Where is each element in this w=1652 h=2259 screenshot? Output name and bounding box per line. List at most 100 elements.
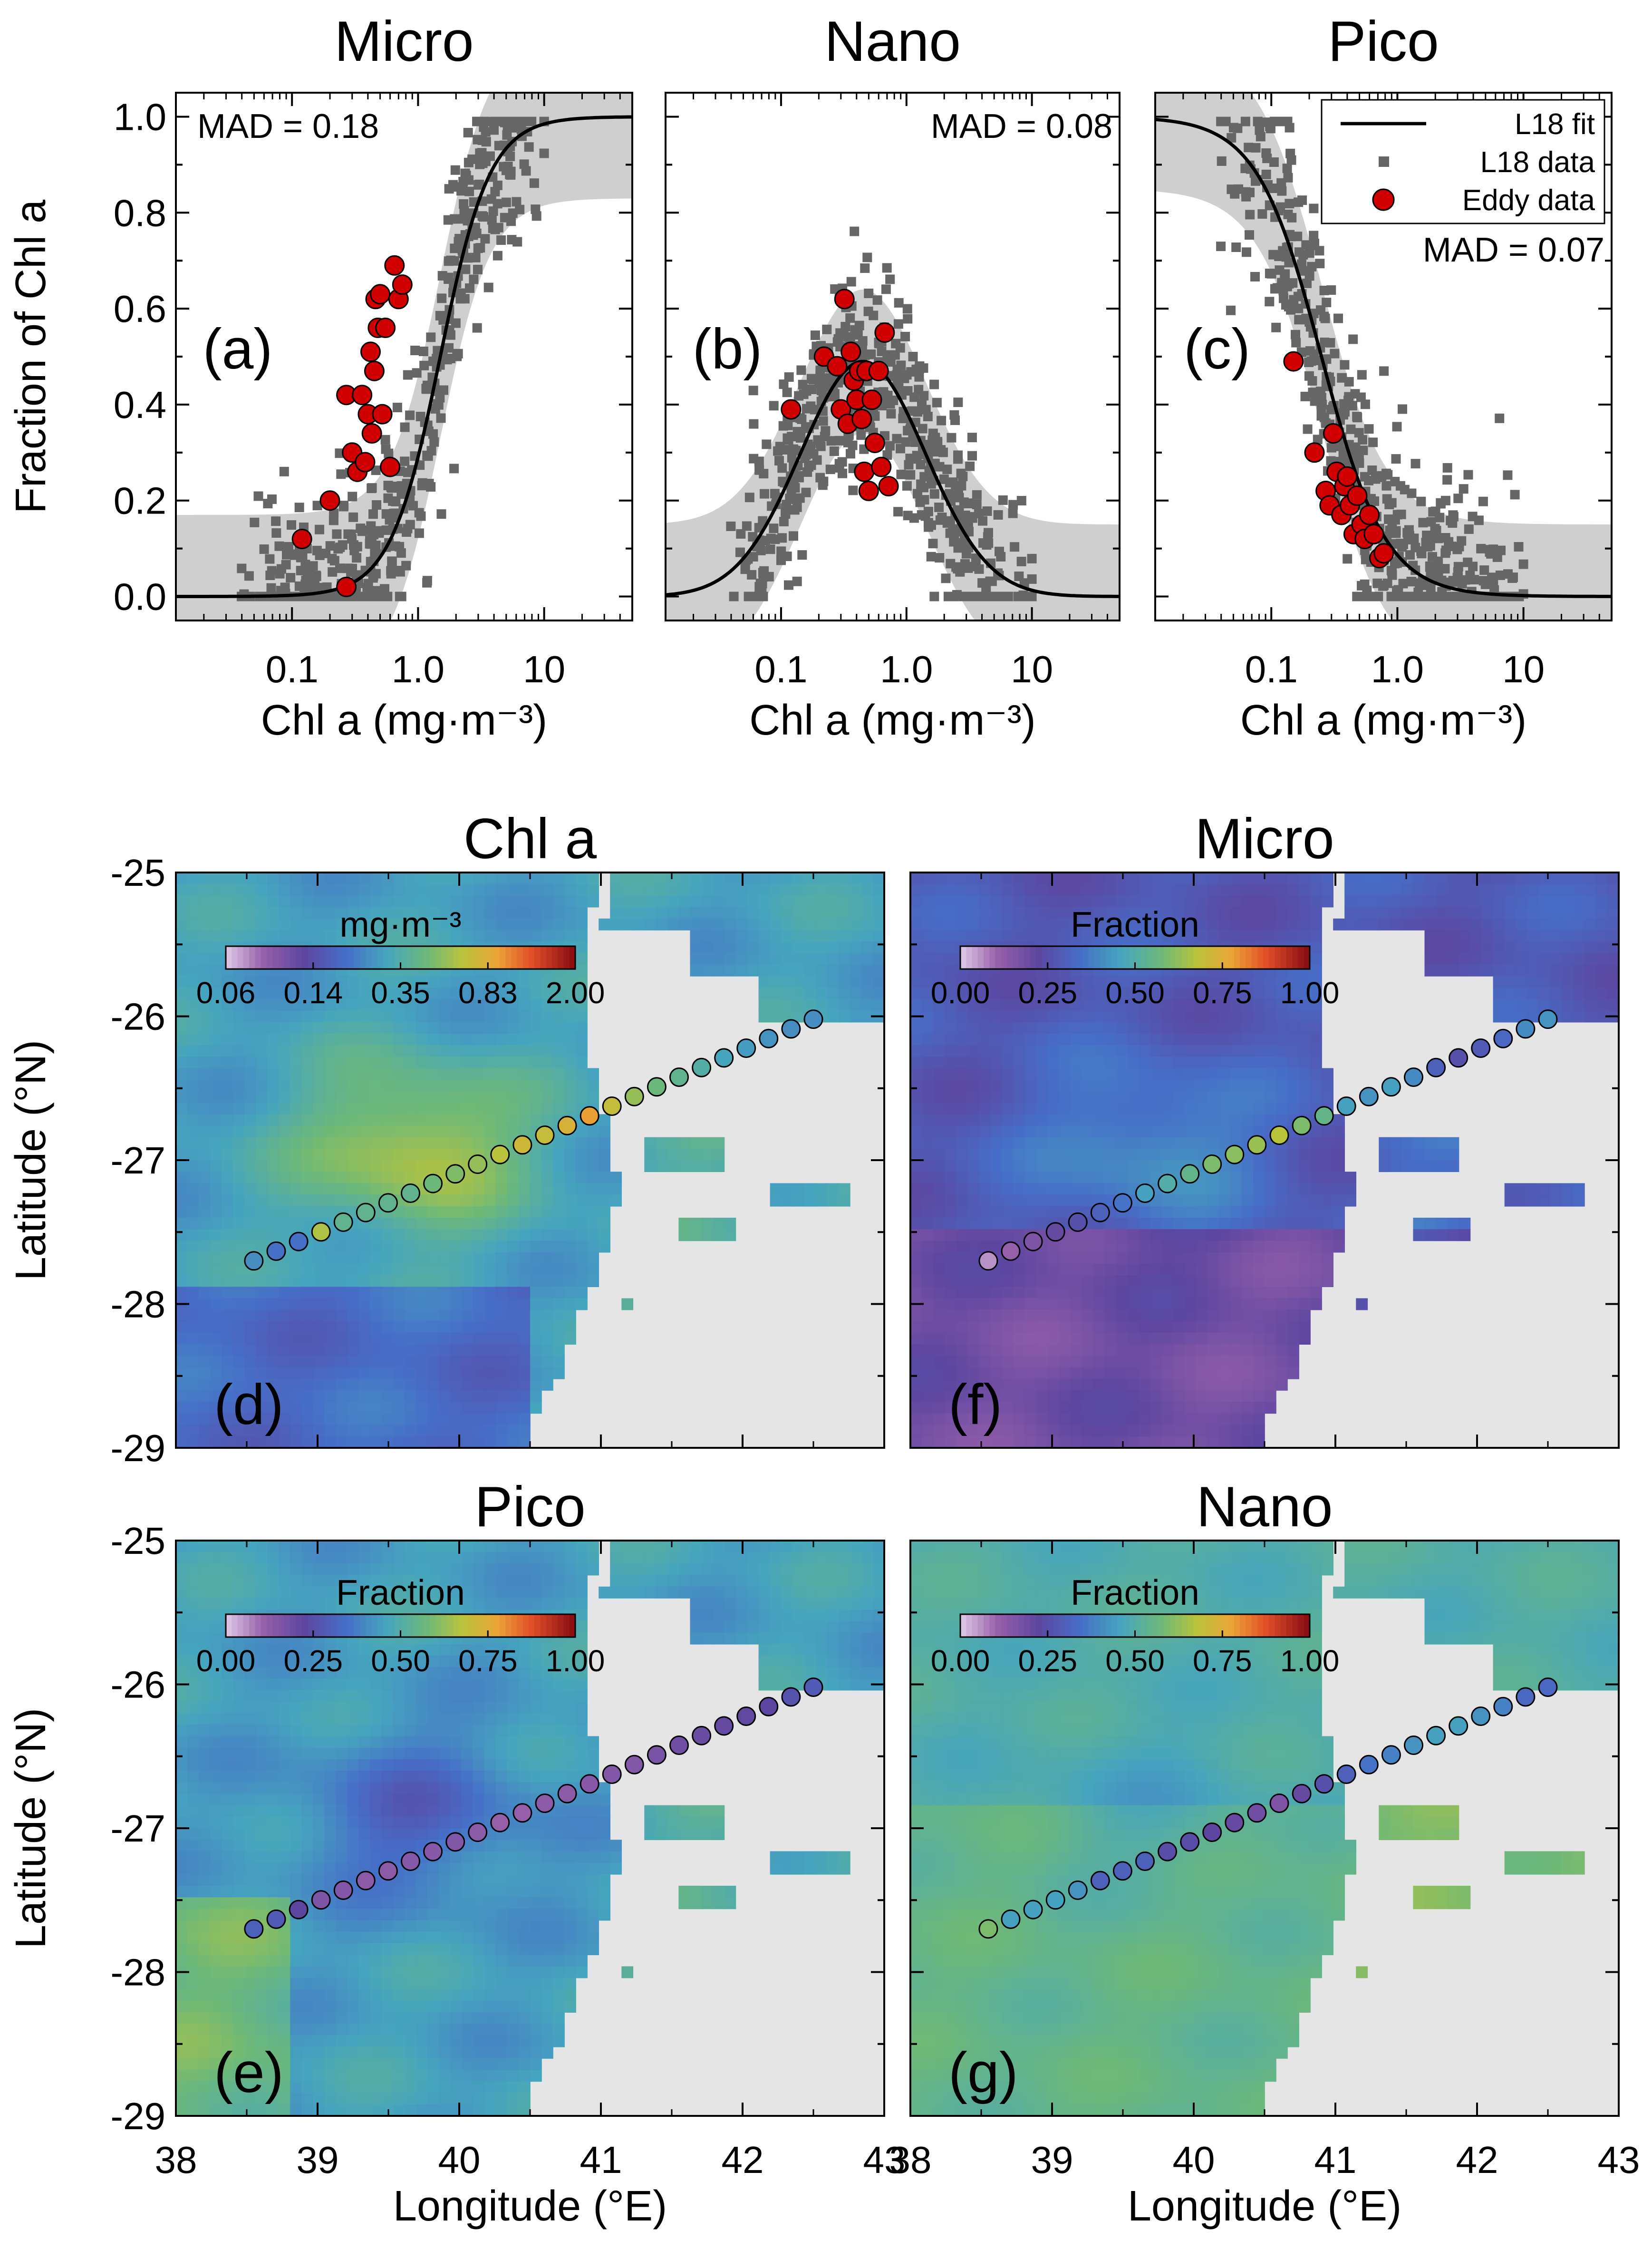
field-cell bbox=[427, 1413, 439, 1425]
field-cell bbox=[945, 895, 956, 908]
y-tick-label: 0.8 bbox=[114, 192, 166, 234]
field-cell bbox=[804, 953, 816, 965]
transect-station bbox=[333, 1212, 353, 1232]
field-cell bbox=[187, 930, 199, 942]
field-cell bbox=[701, 1148, 714, 1161]
field-cell bbox=[1253, 930, 1265, 942]
l18-data-point bbox=[1407, 488, 1417, 498]
l18-data-point bbox=[336, 469, 346, 479]
l18-data-point bbox=[920, 511, 930, 521]
field-cell bbox=[336, 1275, 348, 1287]
field-cell bbox=[701, 1160, 714, 1172]
field-cell bbox=[541, 1298, 553, 1310]
field-cell bbox=[370, 1125, 382, 1138]
field-cell bbox=[1093, 1045, 1105, 1057]
field-cell bbox=[256, 1172, 268, 1184]
field-cell bbox=[473, 1068, 485, 1080]
field-cell bbox=[473, 1298, 485, 1310]
field-cell bbox=[1059, 895, 1071, 908]
field-cell bbox=[381, 1309, 394, 1322]
field-cell bbox=[290, 1137, 302, 1149]
transect-station bbox=[289, 1231, 309, 1251]
l18-data-point bbox=[913, 407, 923, 417]
field-cell bbox=[244, 1333, 256, 1345]
field-cell bbox=[519, 1103, 531, 1115]
field-cell bbox=[313, 1022, 325, 1034]
field-cell bbox=[747, 930, 759, 942]
l18-data-point bbox=[1303, 424, 1313, 434]
field-cell bbox=[621, 918, 634, 931]
field-cell bbox=[290, 1333, 302, 1345]
field-cell bbox=[519, 1068, 531, 1080]
field-cell bbox=[564, 895, 576, 908]
l18-data-point bbox=[928, 539, 938, 549]
field-cell bbox=[1218, 918, 1231, 931]
field-cell bbox=[1424, 873, 1437, 884]
field-cell bbox=[301, 1287, 314, 1299]
field-cell bbox=[438, 1298, 451, 1310]
l18-data-point bbox=[253, 491, 263, 501]
field-cell bbox=[415, 1114, 428, 1126]
field-cell bbox=[1253, 895, 1265, 908]
field-cell bbox=[438, 1413, 451, 1425]
l18-data-point bbox=[1310, 239, 1319, 248]
field-cell bbox=[290, 930, 302, 942]
field-cell bbox=[1207, 1045, 1219, 1057]
field-cell bbox=[450, 1367, 462, 1379]
field-cell bbox=[256, 1057, 268, 1069]
field-cell bbox=[187, 1206, 199, 1218]
field-cell bbox=[758, 976, 771, 988]
field-cell bbox=[495, 1229, 508, 1241]
field-cell bbox=[1082, 884, 1094, 896]
l18-data-point bbox=[1387, 567, 1397, 577]
field-cell bbox=[519, 1402, 531, 1414]
field-cell bbox=[415, 1356, 428, 1368]
l18-data-point bbox=[403, 467, 413, 477]
field-cell bbox=[541, 895, 553, 908]
transect-station bbox=[669, 1067, 689, 1087]
field-cell bbox=[484, 1356, 496, 1368]
field-cell bbox=[1299, 930, 1311, 942]
field-cell bbox=[187, 884, 199, 896]
field-cell bbox=[313, 1194, 325, 1207]
field-cell bbox=[210, 1045, 222, 1057]
field-cell bbox=[484, 1045, 496, 1057]
field-cell bbox=[393, 1287, 405, 1299]
field-cell bbox=[370, 884, 382, 896]
field-cell bbox=[484, 1263, 496, 1276]
field-cell bbox=[290, 918, 302, 931]
field-cell bbox=[519, 1298, 531, 1310]
field-cell bbox=[576, 1172, 588, 1184]
field-cell bbox=[530, 907, 542, 919]
field-cell bbox=[199, 1103, 211, 1115]
field-cell bbox=[1002, 884, 1014, 896]
field-cell bbox=[290, 1402, 302, 1414]
field-cell bbox=[519, 1378, 531, 1391]
field-cell bbox=[336, 1114, 348, 1126]
field-cell bbox=[438, 999, 451, 1011]
field-cell bbox=[804, 941, 816, 954]
field-cell bbox=[519, 1114, 531, 1126]
field-cell bbox=[792, 930, 805, 942]
field-cell bbox=[1367, 907, 1380, 919]
field-cell bbox=[713, 953, 725, 965]
l18-data-point bbox=[488, 206, 498, 216]
field-cell bbox=[324, 918, 337, 931]
l18-data-point bbox=[479, 116, 489, 126]
field-cell bbox=[290, 1057, 302, 1069]
l18-data-point bbox=[863, 306, 873, 316]
field-cell bbox=[461, 1033, 473, 1046]
field-cell bbox=[990, 907, 1002, 919]
eddy-data-point bbox=[1337, 466, 1358, 487]
l18-data-point bbox=[902, 304, 912, 314]
colorbar-segment bbox=[441, 946, 448, 969]
field-cell bbox=[1493, 918, 1505, 931]
field-cell bbox=[438, 1137, 451, 1149]
l18-data-point bbox=[1428, 507, 1438, 517]
field-cell bbox=[1299, 895, 1311, 908]
l18-data-point bbox=[294, 503, 304, 513]
field-cell bbox=[473, 1436, 485, 1448]
field-cell bbox=[484, 1057, 496, 1069]
field-cell bbox=[1265, 918, 1276, 931]
field-cell bbox=[1344, 884, 1356, 896]
